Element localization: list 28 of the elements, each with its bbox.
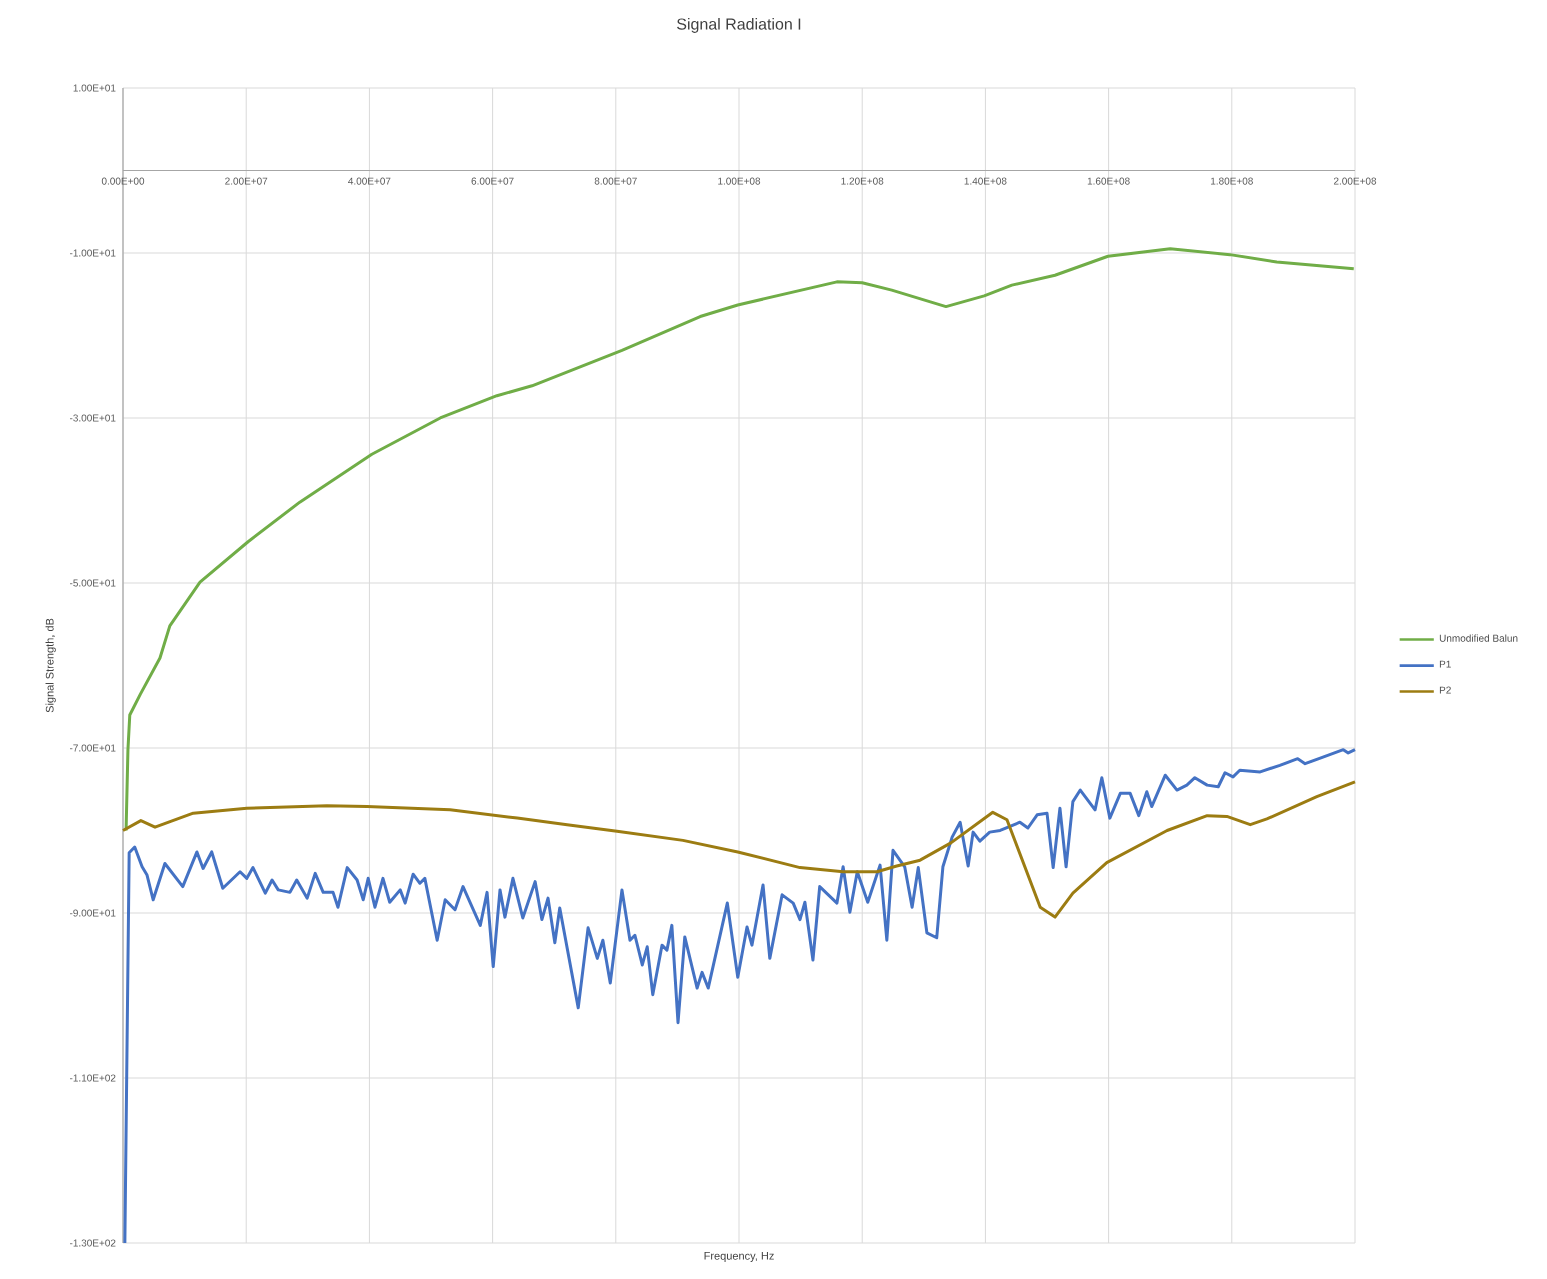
x-tick-label: 0.00E+00 xyxy=(101,177,145,185)
y-tick-label: -1.00E+01 xyxy=(69,249,116,257)
x-tick-label: 1.60E+08 xyxy=(1087,177,1130,185)
x-tick-label: 1.40E+08 xyxy=(964,177,1007,185)
x-axis-title: Frequency, Hz xyxy=(704,1252,774,1262)
legend-label: P1 xyxy=(1439,660,1451,668)
x-tick-label: 6.00E+07 xyxy=(471,177,514,185)
x-tick-label: 2.00E+08 xyxy=(1333,177,1377,185)
y-tick-label: -7.00E+01 xyxy=(69,744,116,752)
x-tick-label: 4.00E+07 xyxy=(348,177,391,185)
legend-label: Unmodified Balun xyxy=(1439,634,1518,642)
x-tick-label: 8.00E+07 xyxy=(594,177,637,185)
legend-label: P2 xyxy=(1439,686,1451,694)
x-tick-label: 1.20E+08 xyxy=(841,177,884,185)
line-series xyxy=(121,780,1357,919)
y-tick-label: 1.00E+01 xyxy=(73,84,116,92)
chart-title: Signal Radiation I xyxy=(677,17,801,33)
y-axis-title: Signal Strength, dB xyxy=(45,618,56,713)
line-series xyxy=(123,748,1357,1245)
y-tick-label: -1.30E+02 xyxy=(69,1239,116,1247)
x-tick-label: 1.00E+08 xyxy=(718,177,761,185)
y-tick-label: -9.00E+01 xyxy=(69,909,116,917)
x-tick-label: 2.00E+07 xyxy=(225,177,268,185)
x-tick-label: 1.80E+08 xyxy=(1211,177,1253,185)
y-tick-label: -1.10E+02 xyxy=(69,1074,116,1082)
line-series xyxy=(124,247,1356,832)
y-tick-label: -3.00E+01 xyxy=(69,414,116,422)
y-tick-label: -5.00E+01 xyxy=(69,579,116,587)
